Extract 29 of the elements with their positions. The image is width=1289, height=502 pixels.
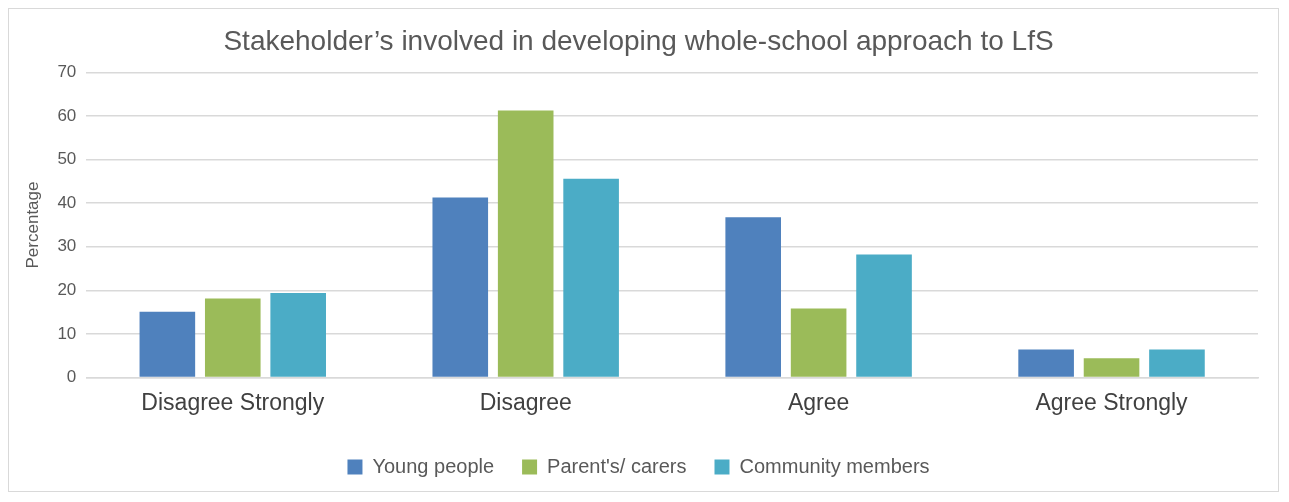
y-tick-label: 50 [57, 149, 77, 169]
y-tick-label: 0 [66, 367, 77, 387]
bar [563, 178, 619, 377]
legend-label: Parent's/ carers [547, 454, 687, 477]
y-tick-label: 40 [57, 192, 77, 212]
bar [139, 311, 196, 377]
bar [856, 254, 912, 377]
x-tick-label: Agree Strongly [1035, 388, 1189, 415]
legend-label: Community members [739, 454, 930, 477]
y-tick-label: 60 [57, 105, 77, 125]
bar [204, 298, 261, 377]
chart-title: Stakeholder’s involved in developing whole-school approach to LfS [223, 24, 1054, 56]
bar [432, 197, 489, 377]
bar [497, 110, 554, 377]
bar [270, 292, 326, 377]
x-tick-label: Disagree Strongly [141, 388, 325, 415]
bar [1018, 349, 1074, 377]
y-tick-label: 30 [57, 236, 77, 256]
x-tick-label: Agree [787, 388, 850, 415]
x-tick-label: Disagree [479, 388, 572, 415]
y-tick-label: 70 [57, 62, 77, 82]
bar [1149, 349, 1205, 377]
y-tick-label: 10 [57, 323, 77, 343]
y-tick-label: 20 [57, 280, 77, 299]
bar [790, 308, 847, 377]
legend-label: Young people [372, 454, 495, 477]
y-axis-title: Percentage [22, 181, 42, 269]
bar [1083, 358, 1140, 377]
bar [725, 217, 781, 377]
